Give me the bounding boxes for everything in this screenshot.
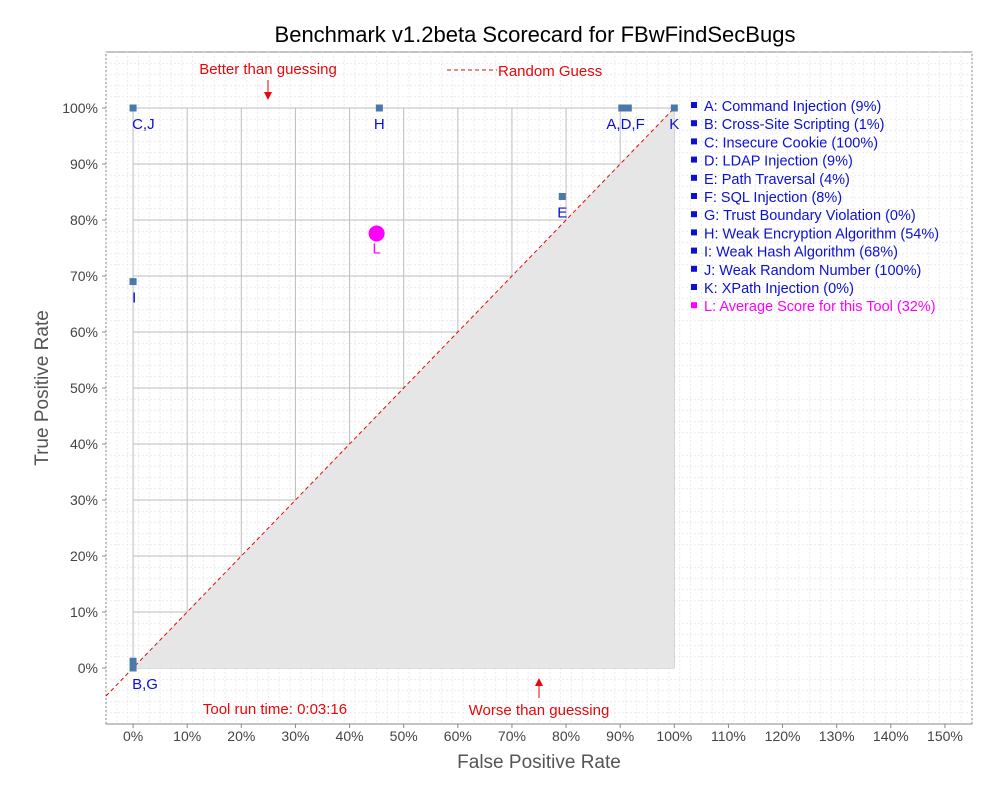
point-label: C,J	[132, 116, 155, 133]
legend-swatch	[691, 102, 697, 108]
legend-entry: F: SQL Injection (8%)	[704, 190, 842, 206]
average-score: L	[368, 225, 385, 257]
point-label: H	[374, 116, 385, 133]
y-tick-label: 10%	[70, 604, 98, 620]
x-axis-label: False Positive Rate	[457, 752, 621, 773]
x-tick-label: 100%	[656, 728, 692, 744]
legend-swatch	[691, 265, 697, 272]
worse-arrow-icon	[535, 678, 543, 698]
x-tick-label: 130%	[819, 728, 855, 744]
point-label: K	[669, 116, 679, 133]
y-axis-label: True Positive Rate	[32, 310, 53, 466]
x-axis-ticks: 0% 10% 20% 30% 40% 50% 60% 70% 80% 90% 100% 110% 120…	[123, 724, 963, 744]
legend-swatch	[691, 229, 697, 236]
data-point	[624, 104, 632, 112]
legend-entry: K: XPath Injection (0%)	[704, 281, 854, 297]
legend-swatch	[691, 247, 697, 254]
x-tick-label: 40%	[336, 728, 364, 744]
data-point	[558, 192, 566, 200]
x-tick-label: 70%	[498, 728, 526, 744]
y-tick-label: 70%	[70, 268, 98, 284]
legend-swatch	[691, 138, 697, 145]
data-point	[129, 278, 137, 286]
x-tick-label: 0%	[123, 728, 143, 744]
legend-entry: L: Average Score for this Tool (32%)	[704, 299, 936, 315]
y-tick-label: 100%	[62, 100, 98, 116]
y-tick-label: 80%	[70, 212, 98, 228]
legend-swatch	[691, 174, 697, 181]
average-point	[368, 225, 385, 242]
legend-entry: J: Weak Random Number (100%)	[704, 263, 921, 279]
legend-entry: G: Trust Boundary Violation (0%)	[704, 208, 916, 224]
x-tick-label: 20%	[227, 728, 255, 744]
y-tick-label: 60%	[70, 324, 98, 340]
x-tick-label: 80%	[552, 728, 580, 744]
point-label: B,G	[132, 676, 158, 693]
legend-entry: H: Weak Encryption Algorithm (54%)	[704, 226, 939, 242]
x-tick-label: 10%	[173, 728, 201, 744]
point-labels: C,J H A,D,F K E I B,G	[132, 116, 679, 693]
y-tick-label: 40%	[70, 436, 98, 452]
better-than-guessing-label: Better than guessing	[199, 61, 337, 78]
point-label: A,D,F	[606, 116, 644, 133]
x-tick-label: 50%	[390, 728, 418, 744]
tool-run-time: Tool run time: 0:03:16	[203, 701, 347, 718]
data-point	[375, 104, 383, 112]
legend-swatch	[691, 211, 697, 218]
legend-entry: D: LDAP Injection (9%)	[704, 154, 853, 170]
worse-than-guessing-label: Worse than guessing	[469, 702, 610, 719]
x-tick-label: 120%	[765, 728, 801, 744]
data-point	[618, 104, 626, 112]
y-tick-label: 0%	[78, 660, 98, 676]
point-label: I	[132, 290, 136, 307]
x-tick-label: 60%	[444, 728, 472, 744]
legend: A: Command Injection (9%) B: Cross-Site S…	[691, 99, 939, 315]
legend-entry: C: Insecure Cookie (100%)	[704, 135, 878, 151]
better-arrow-icon	[264, 80, 272, 100]
legend-entry: E: Path Traversal (4%)	[704, 172, 850, 188]
point-label: E	[557, 204, 567, 221]
data-point	[129, 657, 137, 665]
x-tick-label: 90%	[606, 728, 634, 744]
legend-swatch	[691, 120, 697, 127]
random-guess-line	[105, 107, 675, 697]
legend-swatch	[691, 156, 697, 163]
x-tick-label: 150%	[927, 728, 963, 744]
legend-swatch	[691, 302, 697, 309]
data-point	[670, 104, 678, 112]
y-tick-label: 30%	[70, 492, 98, 508]
data-points	[129, 104, 678, 672]
x-tick-label: 30%	[281, 728, 309, 744]
legend-swatch	[691, 284, 697, 290]
y-axis-ticks: 0% 10% 20% 30% 40% 50% 60% 70% 80% 90% 100%	[62, 100, 106, 676]
y-tick-label: 20%	[70, 548, 98, 564]
data-point	[129, 664, 137, 672]
legend-entry: B: Cross-Site Scripting (1%)	[704, 117, 885, 133]
x-tick-label: 140%	[873, 728, 909, 744]
y-tick-label: 50%	[70, 380, 98, 396]
legend-swatch	[691, 193, 697, 199]
average-label: L	[372, 240, 380, 257]
data-point	[129, 104, 137, 112]
chart-title: Benchmark v1.2beta Scorecard for FBwFind…	[275, 22, 796, 47]
legend-entry: A: Command Injection (9%)	[704, 99, 881, 115]
random-guess-legend: Random Guess	[498, 63, 602, 80]
y-tick-label: 90%	[70, 156, 98, 172]
x-tick-label: 110%	[711, 728, 746, 744]
legend-entry: I: Weak Hash Algorithm (68%)	[704, 245, 898, 261]
